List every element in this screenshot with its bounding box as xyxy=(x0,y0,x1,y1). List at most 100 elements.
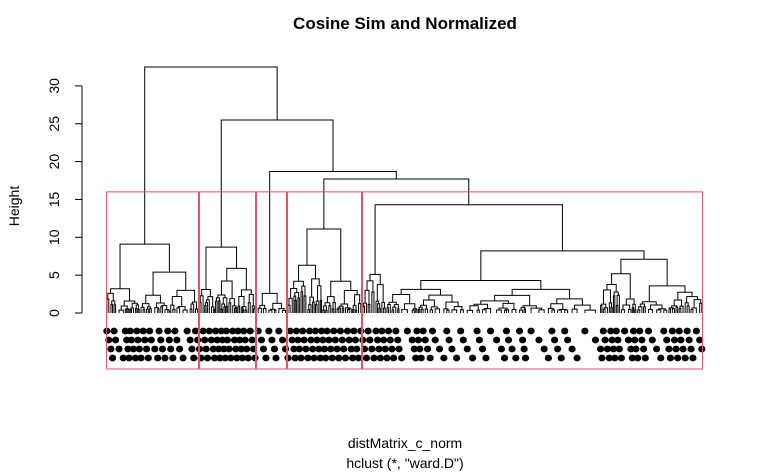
y-axis: 0 5 10 15 20 25 30 xyxy=(46,78,83,317)
leaf-label xyxy=(540,345,548,353)
merge-link xyxy=(332,301,336,310)
leaf-label xyxy=(354,354,363,362)
leaf-label xyxy=(408,336,416,344)
leaf-label xyxy=(232,345,240,353)
leaf-label xyxy=(281,345,290,353)
leaf-label xyxy=(512,354,520,362)
leaf-label xyxy=(614,336,622,344)
cluster-rect xyxy=(287,191,362,370)
merge-link xyxy=(336,308,340,312)
merge-link xyxy=(241,308,245,311)
leaf-label xyxy=(327,345,335,353)
leaf-label xyxy=(603,345,612,353)
leaf-label xyxy=(347,345,355,353)
merge-link xyxy=(397,308,400,311)
leaf-label xyxy=(310,354,318,362)
merge-link xyxy=(293,295,297,306)
merge-link xyxy=(343,290,358,304)
leaf-label xyxy=(607,327,615,335)
leaf-label xyxy=(210,354,219,362)
merge-link xyxy=(262,307,267,312)
merge-link xyxy=(482,309,487,311)
merge-link xyxy=(137,308,140,311)
merge-link xyxy=(119,243,170,289)
leaf-label xyxy=(223,336,232,344)
merge-link xyxy=(362,305,365,310)
leaf-label xyxy=(426,354,434,362)
merge-link xyxy=(161,305,168,310)
leaf-label xyxy=(386,336,394,344)
leaf-label xyxy=(139,327,147,335)
merge-link xyxy=(446,309,450,312)
y-tick-label: 15 xyxy=(46,191,62,207)
merge-link xyxy=(375,300,380,305)
leaf-label xyxy=(632,345,640,353)
leaf-label xyxy=(127,336,136,344)
merge-link xyxy=(199,295,204,307)
leaf-label xyxy=(459,336,467,344)
merge-link xyxy=(648,308,653,312)
merge-link xyxy=(584,309,596,312)
leaf-label xyxy=(175,345,184,353)
leaf-label xyxy=(544,354,552,362)
merge-link xyxy=(322,309,325,312)
leaf-label xyxy=(121,327,129,335)
leaf-label xyxy=(561,327,569,335)
leaf-label xyxy=(190,354,198,362)
merge-link xyxy=(129,309,133,312)
merge-link xyxy=(602,308,606,311)
merge-link xyxy=(480,250,645,281)
merge-link xyxy=(220,308,224,311)
merge-link xyxy=(656,309,662,312)
merge-link xyxy=(189,308,193,312)
merge-link xyxy=(182,309,188,312)
leaf-label xyxy=(343,327,352,335)
leaf-label xyxy=(653,345,661,353)
leaf-label xyxy=(147,336,155,344)
merge-link xyxy=(445,301,459,309)
leaf-label xyxy=(225,345,233,353)
leaf-label xyxy=(179,354,187,362)
merge-link xyxy=(247,302,251,306)
leaf-label xyxy=(209,345,217,353)
leaf-label xyxy=(328,354,336,362)
merge-link xyxy=(146,306,151,310)
leaf-label xyxy=(453,354,461,362)
merge-link xyxy=(328,305,332,310)
leaf-label xyxy=(144,354,152,362)
merge-link xyxy=(152,271,187,296)
merge-link xyxy=(234,307,238,310)
leaf-label xyxy=(568,345,576,353)
leaf-label xyxy=(629,327,638,335)
leaf-label xyxy=(638,336,646,344)
merge-link xyxy=(172,308,176,311)
leaf-label xyxy=(435,345,444,353)
leaf-label xyxy=(500,354,509,362)
leaf-label xyxy=(233,354,241,362)
leaf-label xyxy=(125,354,133,362)
leaf-label xyxy=(419,327,427,335)
merge-link xyxy=(323,178,470,229)
leaf-label xyxy=(350,327,358,335)
merge-link xyxy=(269,170,397,294)
merge-link xyxy=(393,304,399,309)
leaf-label xyxy=(502,327,511,335)
leaf-label xyxy=(248,336,256,344)
merge-link xyxy=(615,304,619,309)
leaf-label xyxy=(497,345,505,353)
leaf-label xyxy=(394,336,402,344)
leaf-label xyxy=(417,354,425,362)
merge-link xyxy=(191,301,198,310)
merge-link xyxy=(149,308,152,311)
leaf-label xyxy=(164,327,172,335)
merge-link xyxy=(677,291,693,301)
leaf-label xyxy=(379,336,388,344)
leaf-label xyxy=(478,345,487,353)
merge-link xyxy=(678,307,682,311)
merge-link xyxy=(610,306,613,310)
leaf-label xyxy=(351,336,359,344)
merge-link xyxy=(671,305,678,308)
leaf-label xyxy=(687,345,695,353)
leaf-label xyxy=(683,327,691,335)
merge-link xyxy=(641,301,657,306)
